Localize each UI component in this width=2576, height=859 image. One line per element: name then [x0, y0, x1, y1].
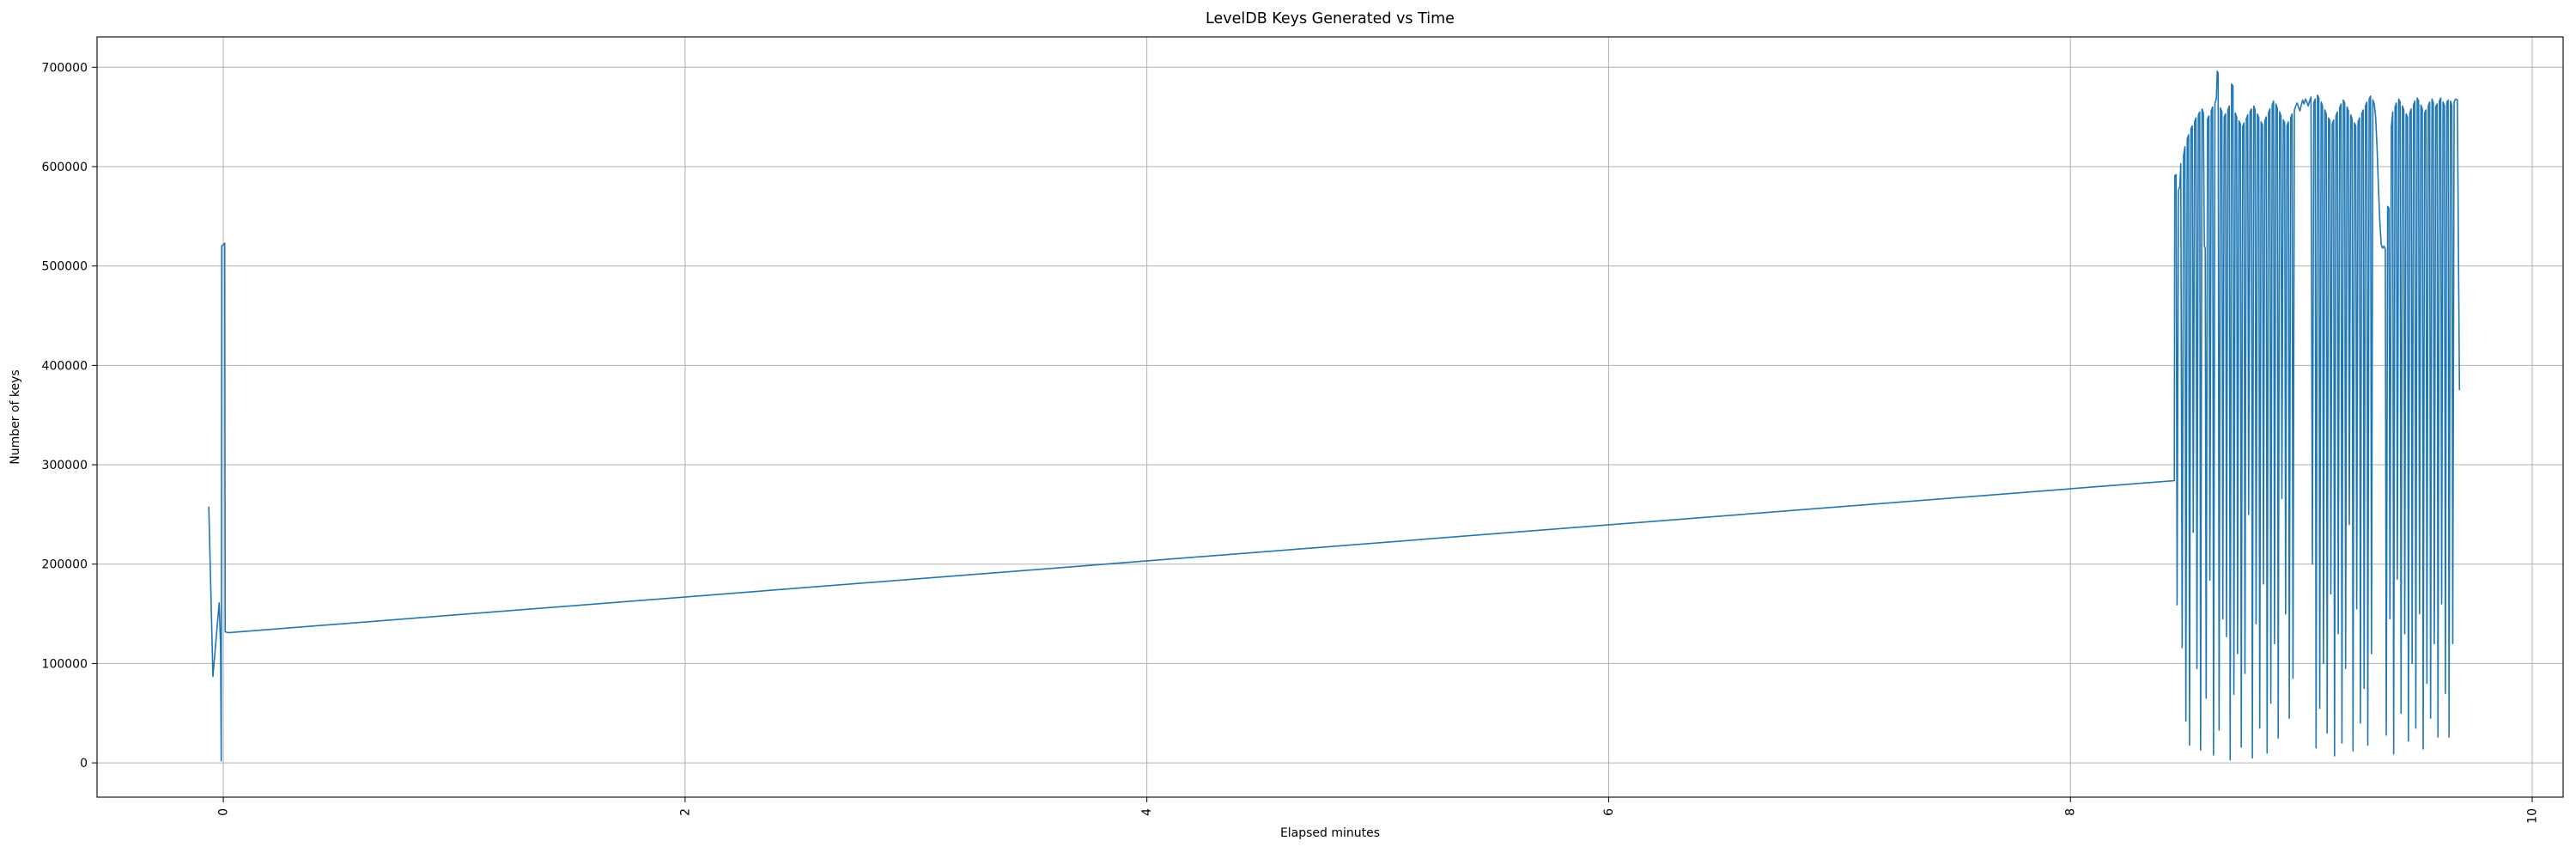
chart-title: LevelDB Keys Generated vs Time: [1206, 10, 1455, 27]
y-tick-label: 500000: [42, 260, 88, 274]
x-tick-label: 8: [2064, 808, 2078, 816]
x-tick-label: 2: [678, 808, 692, 816]
x-tick-label: 10: [2525, 808, 2539, 824]
y-tick-label: 0: [80, 757, 88, 771]
y-tick-label: 300000: [42, 459, 88, 472]
tick-layer: 0 2 4 6 8 10 0 100000 200000 300000 400000 500000 60…: [42, 61, 2540, 824]
y-tick-label: 700000: [42, 61, 88, 75]
y-tick-label: 100000: [42, 657, 88, 671]
x-axis-label: Elapsed minutes: [1280, 826, 1380, 840]
x-tick-label: 6: [1602, 808, 1616, 816]
y-tick-label: 600000: [42, 161, 88, 174]
grid-layer: [97, 37, 2563, 797]
x-tick-label: 4: [1140, 808, 1154, 816]
series-line: [208, 70, 2461, 762]
y-axis-label: Number of keys: [9, 369, 22, 464]
axes-frame: [96, 36, 2564, 798]
x-tick-label: 0: [217, 808, 231, 816]
y-tick-label: 200000: [42, 558, 88, 572]
series-layer: [208, 70, 2461, 762]
y-tick-label: 400000: [42, 359, 88, 373]
